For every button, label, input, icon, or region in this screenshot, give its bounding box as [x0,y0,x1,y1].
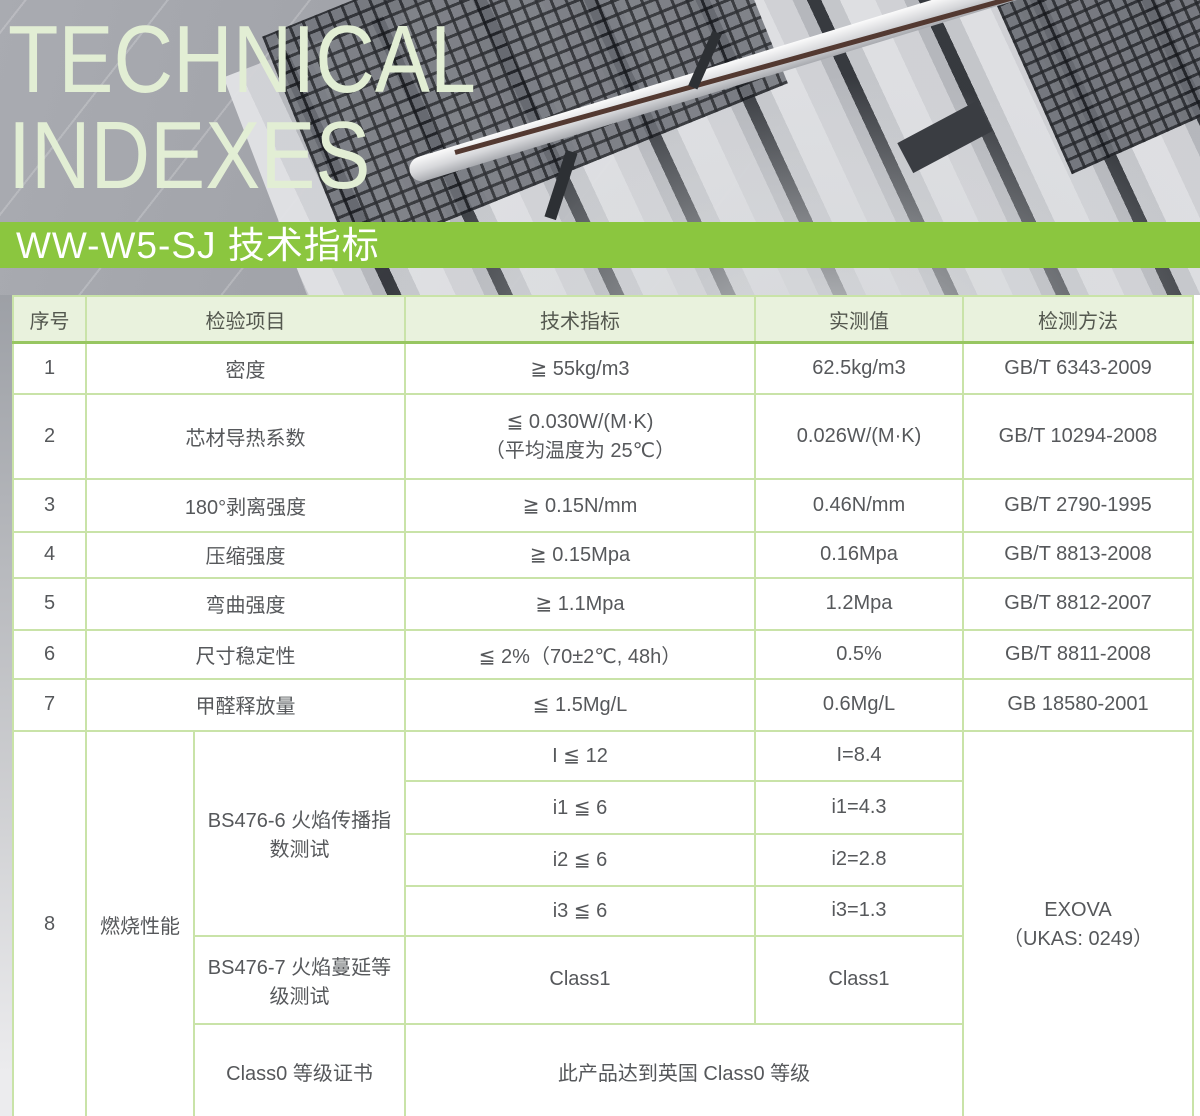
section-banner: WW-W5-SJ 技术指标 [0,222,1200,268]
method-line1: EXOVA [1044,898,1112,921]
method-value: GB/T 6343-2009 [962,341,1194,395]
spec-value: ≧ 0.15N/mm [404,477,756,533]
spec-table-container: 序号 检验项目 技术指标 实测值 检测方法 1 密度 ≧ 55kg/m3 62.… [12,295,1194,1116]
col-header-measured: 实测值 [754,295,964,344]
measured-value: 1.2Mpa [754,576,964,631]
spec-value: ≧ 55kg/m3 [404,341,756,395]
spec-line2: （平均温度为 25℃） [484,440,676,462]
page-title-line2: INDEXES [8,102,371,209]
row-no: 3 [12,477,87,533]
method-line2: （UKAS: 0249） [1002,927,1154,950]
spec-value: ≦ 0.030W/(M·K) （平均温度为 25℃） [404,392,756,480]
item-name: 尺寸稳定性 [85,628,406,680]
item-name: 芯材导热系数 [85,392,406,480]
item-name: 压缩强度 [85,530,406,579]
table-row: 1 密度 ≧ 55kg/m3 62.5kg/m3 GB/T 6343-2009 [12,341,1194,395]
method-value: GB/T 2790-1995 [962,477,1194,533]
spec-table: 序号 检验项目 技术指标 实测值 检测方法 1 密度 ≧ 55kg/m3 62.… [12,295,1194,1116]
item-name: 180°剥离强度 [85,477,406,533]
page-title-line1: TECHNICAL [8,6,476,113]
measured-value: 0.5% [754,628,964,680]
row-no: 5 [12,576,87,631]
spec-value: ≧ 1.1Mpa [404,576,756,631]
table-row: 5 弯曲强度 ≧ 1.1Mpa 1.2Mpa GB/T 8812-2007 [12,576,1194,631]
subitem-name-class0: Class0 等级证书 [193,1022,406,1116]
table-row-fire-5: BS476-7 火焰蔓延等级测试 Class1 Class1 [13,934,1193,1025]
table-row-fire-6: Class0 等级证书 此产品达到英国 Class0 等级 [13,1022,1193,1116]
table-row-fire-3: i2 ≦ 6 i2=2.8 [13,832,1193,887]
row-no: 4 [12,530,87,579]
spec-value: i2 ≦ 6 [404,832,756,887]
measured-value: Class1 [754,934,964,1025]
table-row-fire-1: 8 燃烧性能 BS476-6 火焰传播指数测试 I ≦ 12 I=8.4 EXO… [12,729,1194,1116]
hero-photo: TECHNICAL INDEXES WW-W5-SJ 技术指标 [0,0,1200,295]
spec-value: ≦ 1.5Mg/L [404,677,756,732]
header-row: 序号 检验项目 技术指标 实测值 检测方法 [12,295,1194,344]
measured-value: 62.5kg/m3 [754,341,964,395]
item-category: 燃烧性能 [85,729,195,1116]
subitem-name-bs476-7: BS476-7 火焰蔓延等级测试 [193,934,406,1025]
method-value: GB 18580-2001 [962,677,1194,732]
measured-value: i3=1.3 [754,884,964,937]
measured-value: i2=2.8 [754,832,964,887]
spec-value: ≧ 0.15Mpa [404,530,756,579]
spec-value: I ≦ 12 [404,729,756,782]
item-name: 甲醛释放量 [85,677,406,732]
measured-value: I=8.4 [754,729,964,782]
row-no: 8 [12,729,87,1116]
item-name: 弯曲强度 [85,576,406,631]
spec-line1: ≦ 0.030W/(M·K) [506,411,654,433]
method-value: GB/T 8812-2007 [962,576,1194,631]
section-banner-title: WW-W5-SJ 技术指标 [16,225,380,266]
measured-value: 0.46N/mm [754,477,964,533]
method-value: GB/T 8811-2008 [962,628,1194,680]
method-value: GB/T 8813-2008 [962,530,1194,579]
row-no: 1 [12,341,87,395]
row-no: 2 [12,392,87,480]
method-value-exova: EXOVA （UKAS: 0249） [962,729,1194,1116]
table-row: 7 甲醛释放量 ≦ 1.5Mg/L 0.6Mg/L GB 18580-2001 [12,677,1194,732]
spec-value: i1 ≦ 6 [404,779,756,835]
row-no: 7 [12,677,87,732]
subitem-name-bs476-6: BS476-6 火焰传播指数测试 [193,729,406,937]
spec-value: i3 ≦ 6 [404,884,756,937]
method-value: GB/T 10294-2008 [962,392,1194,480]
table-row-fire-4: i3 ≦ 6 i3=1.3 [13,884,1193,937]
table-row: 4 压缩强度 ≧ 0.15Mpa 0.16Mpa GB/T 8813-2008 [12,530,1194,579]
measured-value: 0.6Mg/L [754,677,964,732]
measured-value: 0.026W/(M·K) [754,392,964,480]
item-name: 密度 [85,341,406,395]
table-row-fire-2: i1 ≦ 6 i1=4.3 [13,779,1193,835]
col-header-no: 序号 [12,295,87,344]
table-row: 2 芯材导热系数 ≦ 0.030W/(M·K) （平均温度为 25℃） 0.02… [12,392,1194,480]
col-header-method: 检测方法 [962,295,1194,344]
spec-value: Class1 [404,934,756,1025]
measured-value: i1=4.3 [754,779,964,835]
col-header-item: 检验项目 [85,295,406,344]
col-header-spec: 技术指标 [404,295,756,344]
class0-result: 此产品达到英国 Class0 等级 [404,1022,964,1116]
table-row: 6 尺寸稳定性 ≦ 2%（70±2℃, 48h） 0.5% GB/T 8811-… [12,628,1194,680]
measured-value: 0.16Mpa [754,530,964,579]
row-no: 6 [12,628,87,680]
table-row: 3 180°剥离强度 ≧ 0.15N/mm 0.46N/mm GB/T 2790… [12,477,1194,533]
left-margin-strip [0,295,12,1116]
spec-value: ≦ 2%（70±2℃, 48h） [404,628,756,680]
